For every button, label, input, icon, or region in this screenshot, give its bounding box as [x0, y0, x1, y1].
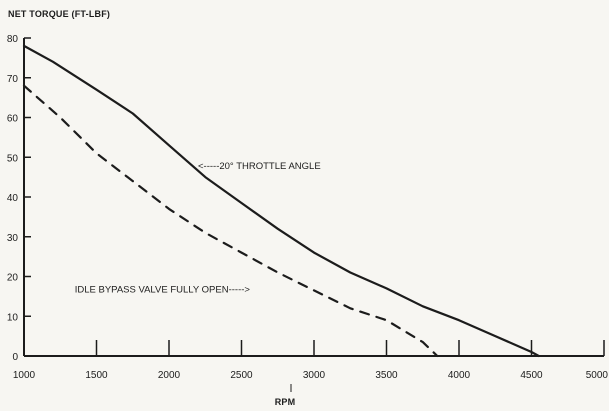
x-tick-label: 2500	[230, 370, 253, 381]
x-axis-ticks: 1000 1500 2000 2500 3000 3500 4000 4500 5000	[13, 340, 609, 392]
x-tick-label: 1000	[13, 370, 36, 381]
x-tick-label: 4500	[520, 370, 543, 381]
x-tick-label: 1500	[85, 370, 108, 381]
annotation-throttle-angle: <-----20° THROTTLE ANGLE	[198, 161, 321, 172]
y-tick-label: 40	[7, 193, 19, 204]
x-tick-label: 5000	[586, 370, 609, 381]
y-tick-label: 0	[12, 352, 18, 363]
y-axis-title: NET TORQUE (FT-LBF)	[8, 9, 110, 19]
y-tick-label: 50	[7, 153, 19, 164]
series-line-throttle-angle	[22, 44, 540, 358]
series-layer	[22, 44, 540, 358]
y-tick-label: 80	[7, 34, 19, 45]
x-tick-label: 3000	[303, 370, 326, 381]
y-tick-label: 10	[7, 312, 19, 323]
y-tick-label: 20	[7, 273, 19, 284]
annotation-layer: <-----20° THROTTLE ANGLE IDLE BYPASS VALV…	[75, 161, 321, 295]
y-tick-label: 70	[7, 74, 19, 85]
x-tick-label: 2000	[158, 370, 181, 381]
series-line-idle-bypass	[22, 84, 439, 358]
y-axis-ticks: 0 10 20 30 40 50 60 70 80	[7, 34, 31, 363]
annotation-idle-bypass: IDLE BYPASS VALVE FULLY OPEN----->	[75, 284, 251, 295]
x-axis-title: RPM	[275, 397, 296, 407]
y-tick-label: 60	[7, 114, 19, 125]
x-tick-label: 3500	[375, 370, 398, 381]
x-tick-label: 4000	[448, 370, 471, 381]
y-tick-label: 30	[7, 233, 19, 244]
